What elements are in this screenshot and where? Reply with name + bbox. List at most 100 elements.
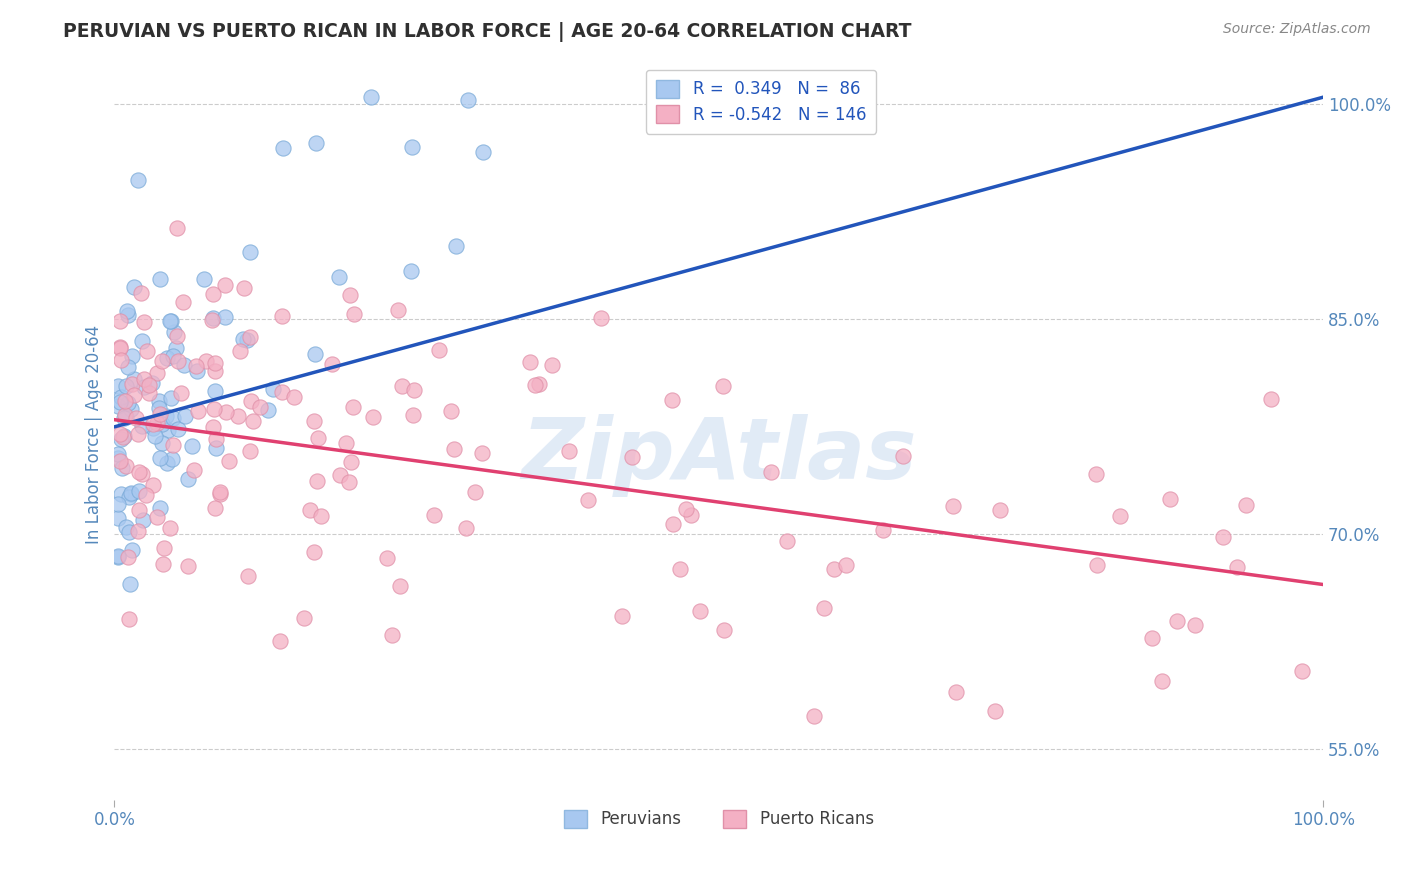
Point [162,410,184,425]
Point [305,136,328,150]
Point [187,404,209,418]
Point [271,384,294,399]
Point [304,414,326,428]
Point [156,456,179,470]
Text: PERUVIAN VS PUERTO RICAN IN LABOR FORCE | AGE 20-64 CORRELATION CHART: PERUVIAN VS PUERTO RICAN IN LABOR FORCE … [63,22,911,42]
Point [675,501,697,516]
Point [135,488,157,502]
Point [112,430,135,444]
Point [183,463,205,477]
Point [166,329,188,343]
Point [713,379,735,393]
Point [681,508,703,522]
Point [110,390,132,404]
Point [205,432,228,446]
Point [120,487,142,501]
Point [283,390,305,404]
Point [446,239,468,253]
Point [541,358,564,372]
Point [457,93,479,107]
Y-axis label: In Labor Force | Age 20-64: In Labor Force | Age 20-64 [86,325,103,543]
Point [162,438,184,452]
Point [115,520,138,534]
Point [360,90,382,104]
Point [114,458,136,473]
Point [402,408,425,422]
Point [149,407,172,421]
Point [1260,392,1282,406]
Point [122,388,145,402]
Point [201,313,224,327]
Point [945,685,967,699]
Point [307,475,329,489]
Point [1159,492,1181,507]
Point [942,499,965,513]
Point [131,467,153,482]
Point [110,454,132,468]
Point [107,399,129,413]
Point [110,433,132,447]
Point [1085,467,1108,481]
Point [127,173,149,187]
Point [202,310,225,325]
Point [337,475,360,490]
Point [150,417,173,431]
Point [110,341,132,355]
Point [141,420,163,434]
Point [232,281,254,295]
Point [149,451,172,466]
Point [558,443,581,458]
Point [114,408,136,422]
Point [107,447,129,461]
Point [204,384,226,399]
Point [471,145,494,160]
Point [142,478,165,492]
Point [1166,614,1188,628]
Point [134,380,156,394]
Point [1212,530,1234,544]
Point [160,392,183,406]
Point [110,314,132,328]
Point [1234,498,1257,512]
Point [148,401,170,415]
Point [311,509,333,524]
Point [427,343,450,358]
Point [132,513,155,527]
Point [661,392,683,407]
Point [270,309,292,323]
Point [343,307,366,321]
Point [122,372,145,386]
Point [803,708,825,723]
Point [181,439,204,453]
Point [110,340,132,354]
Point [208,487,231,501]
Point [439,403,461,417]
Point [149,500,172,515]
Point [891,449,914,463]
Point [195,354,218,368]
Point [122,279,145,293]
Point [229,343,252,358]
Point [127,426,149,441]
Point [112,429,135,443]
Point [115,378,138,392]
Point [984,704,1007,718]
Point [120,485,142,500]
Point [107,550,129,565]
Point [131,334,153,348]
Point [339,455,361,469]
Point [138,378,160,392]
Point [471,446,494,460]
Point [155,409,177,424]
Point [146,416,169,430]
Point [257,403,280,417]
Point [464,484,486,499]
Point [215,404,238,418]
Legend: Peruvians, Puerto Ricans: Peruvians, Puerto Ricans [557,803,880,835]
Point [527,376,550,391]
Point [176,471,198,485]
Point [162,350,184,364]
Point [127,524,149,538]
Point [111,461,134,475]
Point [208,484,231,499]
